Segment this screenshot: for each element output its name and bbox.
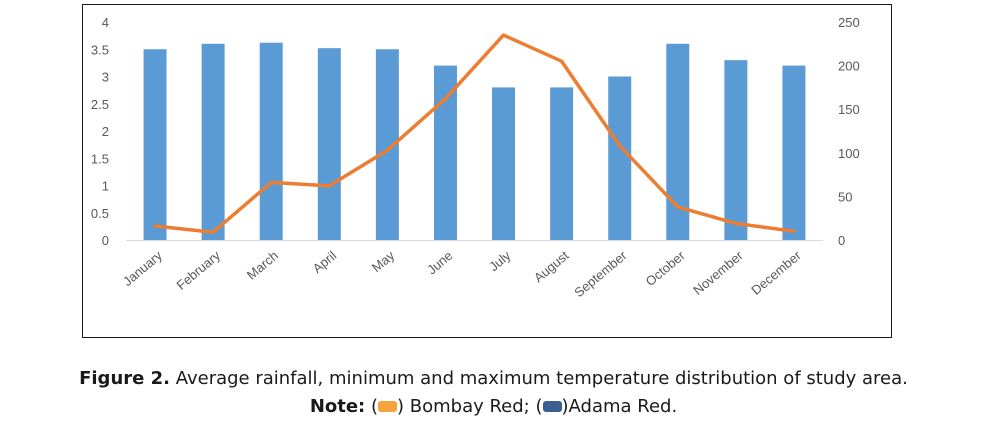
y-right-tick-label: 100 xyxy=(838,146,860,161)
y-left-tick-label: 0 xyxy=(102,233,109,248)
note-item-adama: )Adama Red. xyxy=(561,396,678,417)
y-right-tick-label: 50 xyxy=(838,189,852,204)
figure-caption-text: Average rainfall, minimum and maximum te… xyxy=(169,368,908,389)
y-left-tick-label: 4 xyxy=(102,15,109,30)
x-tick-label-october: October xyxy=(643,247,689,289)
bar-january xyxy=(143,49,167,240)
y-left-tick-label: 2.5 xyxy=(91,97,109,112)
note-item-bombay: ) Bombay Red; ( xyxy=(397,396,543,417)
bar-august xyxy=(550,87,574,241)
bar-june xyxy=(433,65,457,240)
figure-label: Figure 2. xyxy=(79,368,170,389)
y-left-tick-label: 0.5 xyxy=(91,206,109,221)
bar-march xyxy=(259,42,283,241)
bar-october xyxy=(666,43,690,240)
y-left-tick-label: 1 xyxy=(102,179,109,194)
x-tick-label-march: March xyxy=(244,248,281,283)
y-right-tick-label: 250 xyxy=(838,15,860,30)
y-right-tick-label: 0 xyxy=(838,233,845,248)
x-tick-label-june: June xyxy=(424,248,455,278)
chart-svg: 0 0.5 1 1.5 2 2.5 3 3.5 4 0 50 100 150 200 250 January F… xyxy=(91,15,860,300)
y-left-tick-label: 1.5 xyxy=(91,151,109,166)
bar-may xyxy=(375,49,399,240)
x-tick-label-february: February xyxy=(174,247,224,292)
x-tick-label-september: September xyxy=(571,247,630,300)
bar-november xyxy=(724,60,748,241)
bar-july xyxy=(492,87,516,241)
bar-february xyxy=(201,43,225,240)
x-tick-label-july: July xyxy=(486,247,514,274)
x-tick-label-january: January xyxy=(120,247,165,289)
x-tick-label-november: November xyxy=(690,247,746,297)
note-open: ( xyxy=(365,396,379,417)
line-series xyxy=(153,33,796,234)
y-right-tick-label: 200 xyxy=(838,59,860,74)
y-left-tick-label: 3 xyxy=(102,70,109,85)
adama-red-swatch xyxy=(542,400,562,412)
bar-april xyxy=(317,48,341,240)
x-tick-label-april: April xyxy=(310,248,340,276)
x-tick-label-august: August xyxy=(531,248,572,286)
x-tick-label-december: December xyxy=(748,247,804,297)
bombay-red-swatch xyxy=(378,400,398,412)
note-label: Note: xyxy=(309,396,366,417)
y-right-tick-label: 150 xyxy=(838,102,860,117)
y-left-tick-label: 3.5 xyxy=(91,42,109,57)
bar-september xyxy=(608,76,632,240)
figure-caption: Figure 2. Average rainfall, minimum and … xyxy=(0,368,987,389)
x-tick-label-may: May xyxy=(369,247,398,275)
bar-december xyxy=(782,65,806,240)
figure-note: Note: ( ) Bombay Red; ( )Adama Red. xyxy=(0,396,987,417)
y-left-tick-label: 2 xyxy=(102,124,109,139)
